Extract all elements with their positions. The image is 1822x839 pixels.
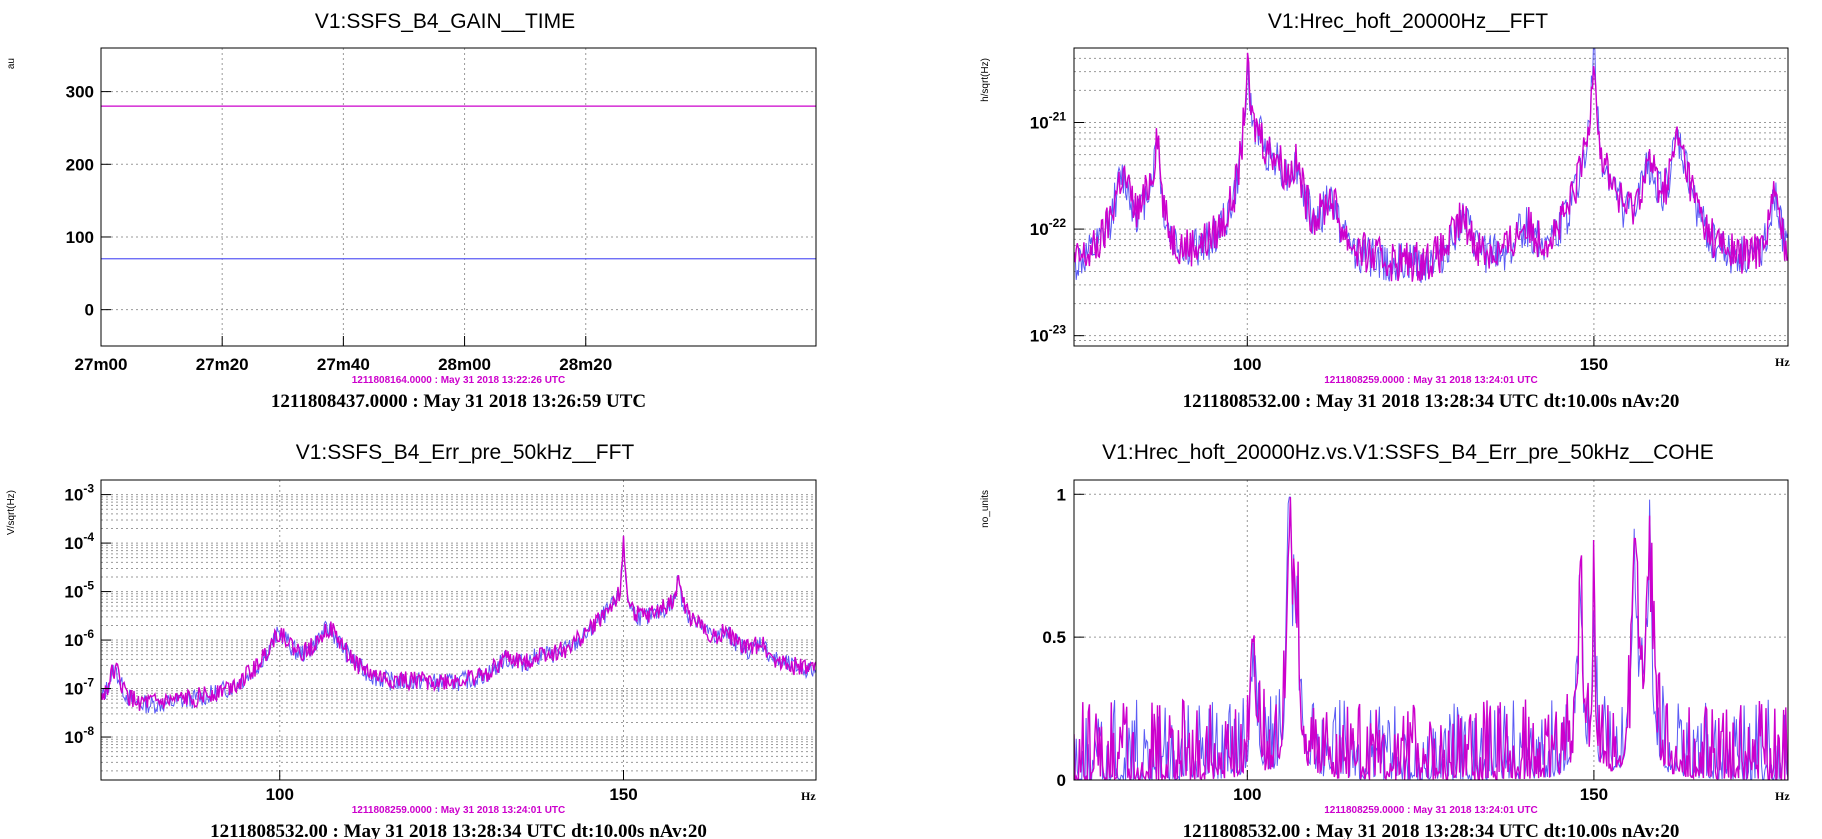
plot-frame bbox=[100, 47, 817, 347]
plot-area bbox=[1074, 48, 1788, 283]
y-tick-label: 0 bbox=[1057, 771, 1066, 790]
y-tick-label: 10-5 bbox=[64, 579, 94, 602]
x-tick-label: 27m40 bbox=[317, 355, 370, 374]
y-tick-label: 0 bbox=[85, 301, 94, 320]
y-tick-label: 10-7 bbox=[64, 676, 94, 699]
series-line-current bbox=[1074, 497, 1788, 780]
plot-area bbox=[101, 535, 816, 714]
grid-lines bbox=[1074, 48, 1788, 346]
chart-panel-2: V1:Hrec_hoft_20000Hz__FFT h/sqrt(Hz) 10-23… bbox=[980, 10, 1790, 412]
y-tick-label: 10-22 bbox=[1030, 216, 1067, 239]
plot-frame bbox=[1073, 47, 1789, 347]
y-tick-label: 1 bbox=[1057, 485, 1066, 504]
plot-frame bbox=[1073, 479, 1789, 781]
series-line-current bbox=[101, 535, 816, 711]
series-group bbox=[1074, 48, 1788, 283]
x-tick-label: 27m00 bbox=[75, 355, 128, 374]
y-tick-label: 10-3 bbox=[64, 482, 94, 505]
chart-title: V1:Hrec_hoft_20000Hz.vs.V1:SSFS_B4_Err_p… bbox=[1102, 441, 1714, 464]
series-line-reference bbox=[101, 535, 816, 714]
y-axis-label: no_units bbox=[980, 490, 991, 528]
reference-timestamp: 1211808164.0000 : May 31 2018 13:22:26 U… bbox=[352, 375, 566, 386]
y-tick-label: 10-4 bbox=[64, 530, 94, 553]
reference-timestamp: 1211808259.0000 : May 31 2018 13:24:01 U… bbox=[1324, 375, 1538, 386]
plot-area bbox=[101, 105, 816, 260]
x-tick-label: 27m20 bbox=[196, 355, 249, 374]
x-tick-label: 28m00 bbox=[438, 355, 491, 374]
x-tick-label: 100 bbox=[266, 785, 294, 804]
series-group bbox=[101, 535, 816, 714]
main-timestamp: 1211808532.00 : May 31 2018 13:28:34 UTC… bbox=[1183, 391, 1680, 412]
y-tick-label: 10-8 bbox=[64, 724, 94, 747]
series-group bbox=[1074, 496, 1788, 780]
x-tick-label: 100 bbox=[1233, 785, 1261, 804]
x-axis-unit: Hz bbox=[1775, 789, 1790, 803]
main-timestamp: 1211808532.00 : May 31 2018 13:28:34 UTC… bbox=[210, 821, 707, 839]
y-tick-label: 0.5 bbox=[1042, 628, 1066, 647]
y-axis-label: V/sqrt(Hz) bbox=[6, 490, 17, 535]
reference-timestamp: 1211808259.0000 : May 31 2018 13:24:01 U… bbox=[1324, 805, 1538, 816]
y-tick-label: 200 bbox=[66, 155, 94, 174]
y-tick-label: 10-21 bbox=[1030, 110, 1067, 133]
y-tick-label: 10-6 bbox=[64, 627, 94, 650]
x-tick-label: 100 bbox=[1233, 355, 1261, 374]
x-tick-label: 150 bbox=[609, 785, 637, 804]
y-axis-label: au bbox=[6, 58, 17, 69]
x-axis-unit: Hz bbox=[801, 789, 816, 803]
chart-panel-3: V1:SSFS_B4_Err_pre_50kHz__FFT V/sqrt(Hz) 1… bbox=[6, 441, 817, 839]
y-tick-label: 10-23 bbox=[1030, 323, 1067, 346]
series-group bbox=[101, 105, 816, 260]
plot-area bbox=[1074, 496, 1788, 780]
x-tick-label: 28m20 bbox=[559, 355, 612, 374]
x-tick-label: 150 bbox=[1580, 355, 1608, 374]
grid-lines bbox=[100, 48, 816, 346]
x-tick-label: 150 bbox=[1580, 785, 1608, 804]
y-tick-label: 100 bbox=[66, 228, 94, 247]
x-axis-unit: Hz bbox=[1775, 355, 1790, 369]
grid-lines bbox=[101, 480, 816, 780]
main-timestamp: 1211808532.00 : May 31 2018 13:28:34 UTC… bbox=[1183, 821, 1680, 839]
main-timestamp: 1211808437.0000 : May 31 2018 13:26:59 U… bbox=[271, 391, 646, 412]
y-tick-label: 300 bbox=[66, 83, 94, 102]
series-line-current bbox=[1074, 52, 1788, 282]
reference-timestamp: 1211808259.0000 : May 31 2018 13:24:01 U… bbox=[352, 805, 566, 816]
chart-title: V1:SSFS_B4_Err_pre_50kHz__FFT bbox=[296, 441, 635, 464]
plot-frame bbox=[100, 479, 817, 781]
y-axis-label: h/sqrt(Hz) bbox=[980, 58, 991, 102]
chart-title: V1:SSFS_B4_GAIN__TIME bbox=[315, 10, 575, 33]
chart-title: V1:Hrec_hoft_20000Hz__FFT bbox=[1268, 10, 1548, 33]
chart-panel-4: V1:Hrec_hoft_20000Hz.vs.V1:SSFS_B4_Err_p… bbox=[980, 441, 1790, 839]
